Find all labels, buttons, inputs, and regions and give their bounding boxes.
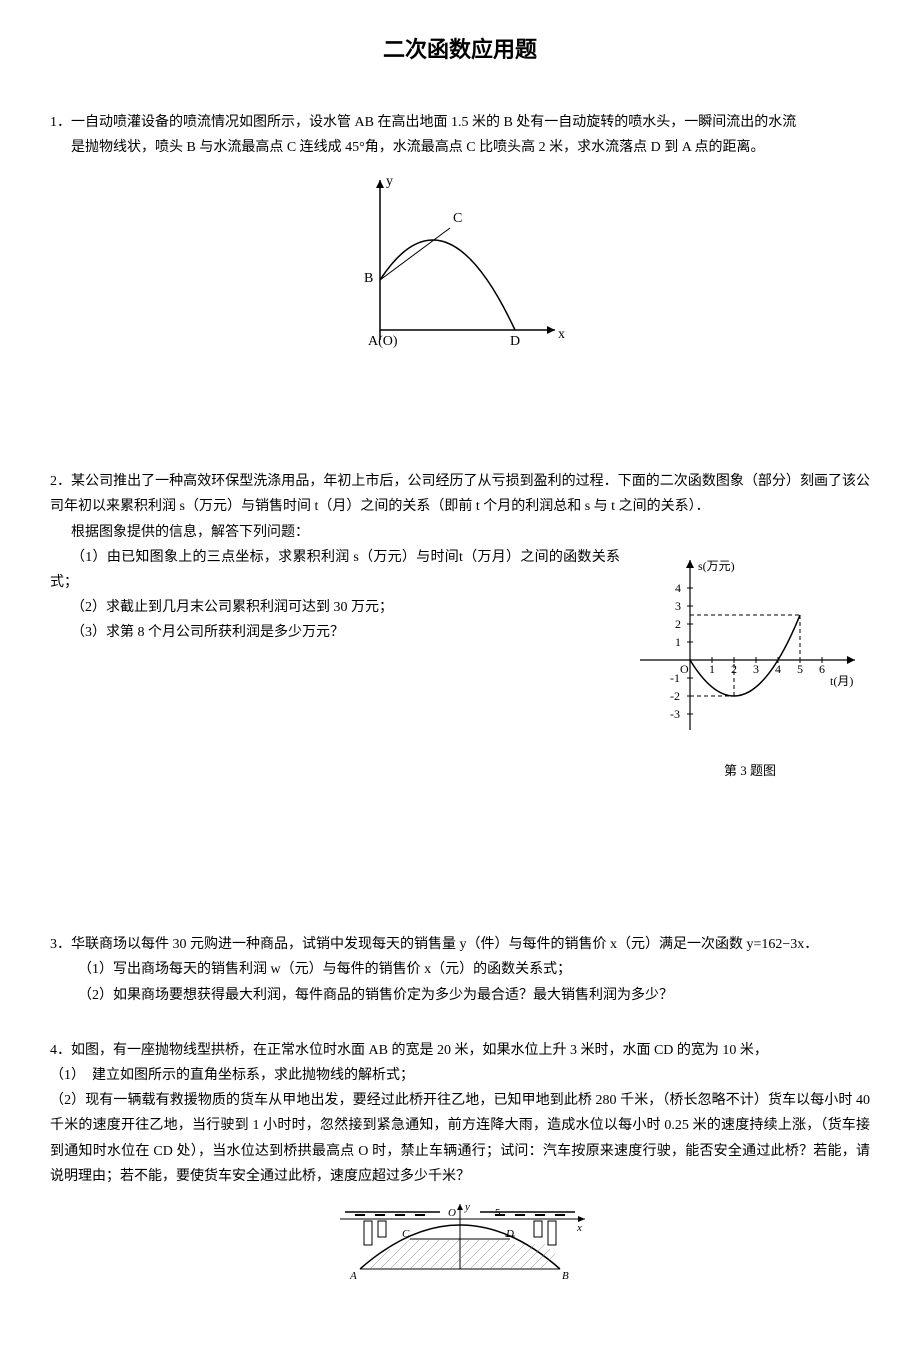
p4-q1: （1） 建立如图所示的直角坐标系，求此抛物线的解析式； — [50, 1063, 870, 1088]
label-C4: C — [402, 1228, 410, 1240]
label-x4: x — [576, 1222, 582, 1234]
label-5: 5 — [495, 1207, 501, 1219]
xlabel: t(月) — [830, 674, 853, 688]
ytick-4: 4 — [675, 581, 681, 595]
ytick-n2: -2 — [670, 689, 680, 703]
label-O4: O — [448, 1207, 456, 1219]
label-D: D — [510, 334, 520, 349]
label-y4: y — [464, 1201, 470, 1213]
xtick-5: 5 — [797, 662, 803, 676]
p2-caption: 第 3 题图 — [630, 759, 870, 782]
problem-3: 3．华联商场以每件 30 元购进一种商品，试销中发现每天的销售量 y（件）与每件… — [50, 932, 870, 1008]
label-D4: D — [505, 1228, 514, 1240]
p4-main: 如图，有一座抛物线型拱桥，在正常水位时水面 AB 的宽是 20 米，如果水位上升… — [71, 1043, 768, 1058]
parabola-diagram-icon: B C A(O) D x y — [350, 170, 570, 370]
ytick-2: 2 — [675, 617, 681, 631]
p1-num: 1． — [50, 115, 71, 130]
p3-num: 3． — [50, 937, 71, 952]
xtick-3: 3 — [753, 662, 759, 676]
p2-instruct: 根据图象提供的信息，解答下列问题： — [50, 520, 870, 545]
p1-line2: 是抛物线状，喷头 B 与水流最高点 C 连线成 45°角，水流最高点 C 比喷头… — [50, 135, 870, 160]
p3-text: 3．华联商场以每件 30 元购进一种商品，试销中发现每天的销售量 y（件）与每件… — [50, 932, 870, 957]
label-C: C — [453, 211, 462, 226]
label-x: x — [558, 327, 565, 342]
p2-text: 2．某公司推出了一种高效环保型洗涤用品，年初上市后，公司经历了从亏损到盈利的过程… — [50, 469, 870, 519]
p4-figure: O 5 y x C D A B — [50, 1199, 870, 1298]
problem-4: 4．如图，有一座抛物线型拱桥，在正常水位时水面 AB 的宽是 20 米，如果水位… — [50, 1038, 870, 1298]
xtick-1: 1 — [709, 662, 715, 676]
p4-q2: （2）现有一辆载有救援物质的货车从甲地出发，要经过此桥开往乙地，已知甲地到此桥 … — [50, 1088, 870, 1189]
page-title: 二次函数应用题 — [50, 30, 870, 70]
p1-figure: B C A(O) D x y — [50, 170, 870, 379]
label-B4: B — [562, 1270, 569, 1282]
origin-label: O — [680, 662, 689, 676]
p1-text: 1．一自动喷灌设备的喷流情况如图所示，设水管 AB 在高出地面 1.5 米的 B… — [50, 110, 870, 135]
problem-1: 1．一自动喷灌设备的喷流情况如图所示，设水管 AB 在高出地面 1.5 米的 B… — [50, 110, 870, 380]
label-A: A(O) — [368, 334, 398, 349]
ytick-1: 1 — [675, 635, 681, 649]
p3-q2: （2）如果商场要想获得最大利润，每件商品的销售价定为多少为最合适？最大销售利润为… — [78, 983, 870, 1008]
p4-num: 4． — [50, 1043, 71, 1058]
label-B: B — [364, 271, 373, 286]
ytick-n3: -3 — [670, 707, 680, 721]
bridge-diagram-icon: O 5 y x C D A B — [320, 1199, 600, 1289]
label-y: y — [386, 174, 393, 189]
p2-figure-wrap: 4 3 2 1 -1 -2 -3 1 2 3 4 5 6 — [630, 545, 870, 783]
xtick-6: 6 — [819, 662, 825, 676]
profit-chart-icon: 4 3 2 1 -1 -2 -3 1 2 3 4 5 6 — [630, 545, 870, 745]
ylabel: s(万元) — [698, 559, 735, 573]
p3-main: 华联商场以每件 30 元购进一种商品，试销中发现每天的销售量 y（件）与每件的销… — [71, 937, 818, 952]
label-A4: A — [349, 1270, 357, 1282]
p1-line1: 一自动喷灌设备的喷流情况如图所示，设水管 AB 在高出地面 1.5 米的 B 处… — [71, 115, 796, 130]
p3-q1: （1）写出商场每天的销售利润 w（元）与每件的销售价 x（元）的函数关系式； — [78, 957, 870, 982]
p4-text: 4．如图，有一座抛物线型拱桥，在正常水位时水面 AB 的宽是 20 米，如果水位… — [50, 1038, 870, 1063]
ytick-n1: -1 — [670, 671, 680, 685]
ytick-3: 3 — [675, 599, 681, 613]
p2-main: 某公司推出了一种高效环保型洗涤用品，年初上市后，公司经历了从亏损到盈利的过程．下… — [50, 474, 870, 514]
p2-num: 2． — [50, 474, 71, 489]
problem-2: 2．某公司推出了一种高效环保型洗涤用品，年初上市后，公司经历了从亏损到盈利的过程… — [50, 469, 870, 782]
